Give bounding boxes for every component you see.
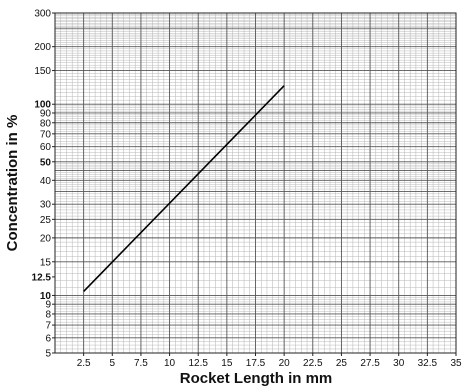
x-tick-label: 20 — [279, 358, 291, 369]
y-tick-label: 30 — [40, 200, 52, 211]
y-tick-label: 8 — [45, 309, 51, 320]
x-tick-label: 7.5 — [134, 358, 148, 369]
x-tick-label: 17.5 — [246, 358, 266, 369]
grid-major — [54, 12, 457, 354]
y-tick-label: 5 — [45, 349, 51, 360]
series-line — [83, 85, 285, 292]
y-tick-label: 200 — [34, 42, 51, 53]
x-tick-label: 10 — [164, 358, 176, 369]
y-tick-label: 90 — [40, 108, 52, 119]
y-axis-label: Concentration in % — [4, 115, 21, 252]
y-tick-label: 15 — [40, 257, 52, 268]
y-tick-label: 60 — [40, 142, 52, 153]
series-layer — [83, 85, 285, 292]
y-tick-label: 10 — [40, 291, 52, 302]
x-tick-label: 35 — [450, 358, 462, 369]
y-tick-label: 25 — [40, 215, 52, 226]
y-tick-label: 70 — [40, 129, 52, 140]
x-tick-label: 27.5 — [360, 358, 380, 369]
y-tick-label: 150 — [34, 66, 51, 77]
x-tick-label: 22.5 — [303, 358, 323, 369]
y-tick-label: 7 — [45, 321, 51, 332]
x-tick-label: 30 — [393, 358, 405, 369]
x-axis-ticks: 2.5 5 7.5 10 12.5 15 17.5 20 22.5 25 27.5 30 32.5 35 — [77, 353, 462, 369]
x-tick-label: 5 — [110, 358, 116, 369]
y-tick-label: 12.5 — [32, 272, 52, 283]
y-tick-label: 300 — [34, 9, 51, 20]
y-tick-label: 40 — [40, 176, 52, 187]
y-tick-label: 50 — [40, 157, 52, 168]
x-tick-label: 15 — [221, 358, 233, 369]
y-tick-label: 6 — [45, 333, 51, 344]
x-tick-label: 12.5 — [188, 358, 208, 369]
y-tick-label: 100 — [34, 100, 51, 111]
x-tick-label: 25 — [336, 358, 348, 369]
x-tick-label: 2.5 — [77, 358, 91, 369]
x-axis-label: Rocket Length in mm — [180, 370, 333, 387]
y-tick-label: 80 — [40, 118, 52, 129]
y-tick-label: 9 — [45, 300, 51, 311]
y-tick-label: 20 — [40, 233, 52, 244]
x-tick-label: 32.5 — [418, 358, 438, 369]
